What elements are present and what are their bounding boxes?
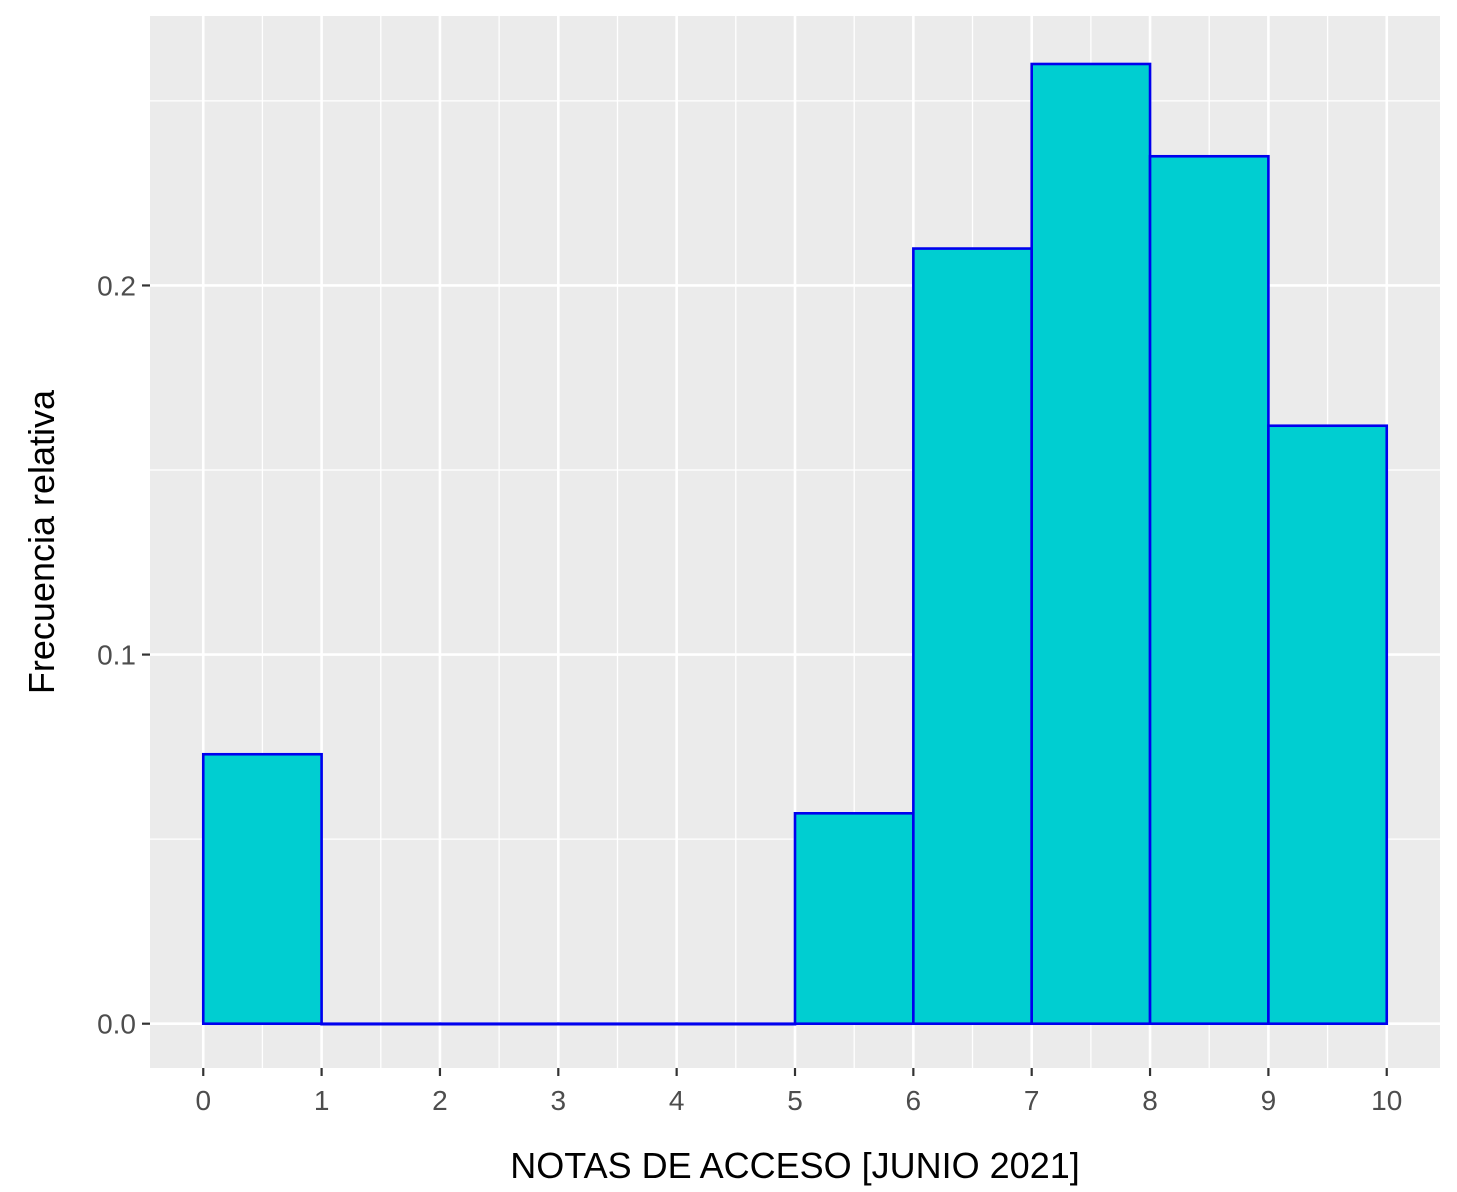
histogram-bars xyxy=(201,62,1389,1026)
y-axis-title: Frecuencia relativa xyxy=(21,389,62,694)
x-tick-label: 6 xyxy=(906,1085,922,1116)
x-tick-label: 8 xyxy=(1142,1085,1158,1116)
histogram-bar xyxy=(201,752,323,1026)
histogram-bar xyxy=(793,812,915,1026)
histogram-bar xyxy=(675,1022,797,1026)
x-tick-label: 7 xyxy=(1024,1085,1040,1116)
x-axis-title: NOTAS DE ACCESO [JUNIO 2021] xyxy=(510,1145,1080,1186)
x-tick-label: 0 xyxy=(195,1085,211,1116)
histogram-bar xyxy=(320,1022,442,1026)
x-tick-label: 1 xyxy=(314,1085,330,1116)
x-tick-label: 10 xyxy=(1371,1085,1402,1116)
y-axis-ticks: 0.0 0.1 0.2 xyxy=(97,270,150,1040)
x-tick-label: 4 xyxy=(669,1085,685,1116)
x-tick-label: 5 xyxy=(787,1085,803,1116)
histogram-bar xyxy=(912,247,1033,1026)
y-tick-label: 0.0 xyxy=(97,1009,136,1040)
histogram-bar xyxy=(557,1022,678,1026)
y-tick-label: 0.2 xyxy=(97,270,136,301)
y-tick-label: 0.1 xyxy=(97,640,136,671)
histogram-bar xyxy=(438,1022,560,1026)
x-tick-label: 3 xyxy=(551,1085,567,1116)
x-tick-label: 9 xyxy=(1261,1085,1277,1116)
histogram-bar xyxy=(1148,154,1270,1026)
x-axis-ticks: 0 1 2 3 4 5 6 7 8 9 10 xyxy=(195,1068,1402,1116)
histogram-bar xyxy=(1267,424,1389,1026)
x-tick-label: 2 xyxy=(432,1085,448,1116)
histogram-bar xyxy=(1030,62,1152,1026)
